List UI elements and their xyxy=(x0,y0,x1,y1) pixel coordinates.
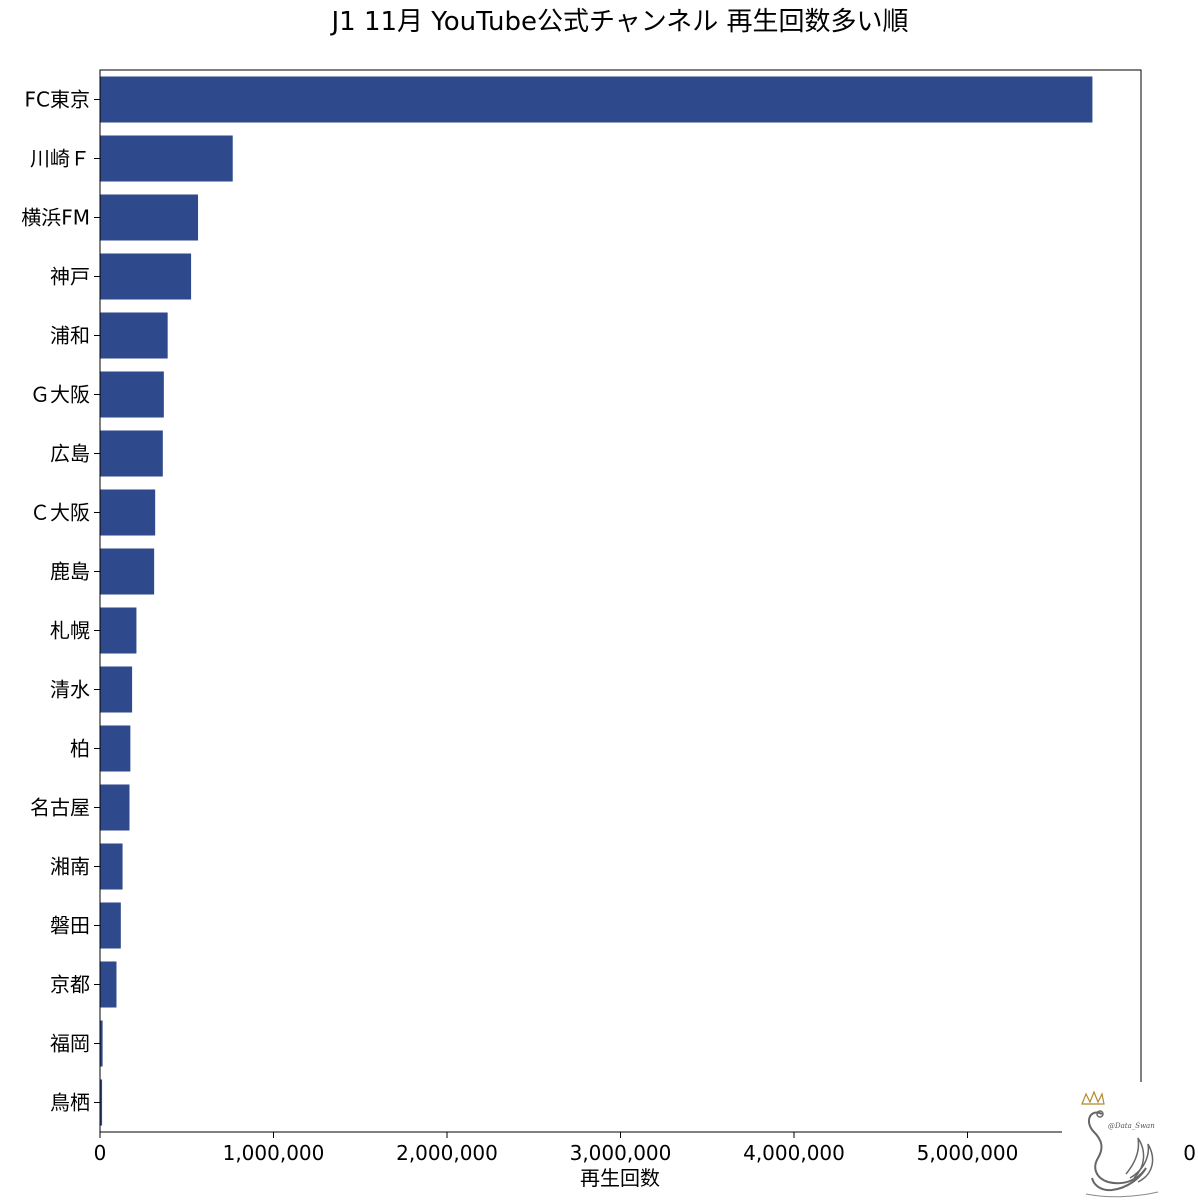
bar-17 xyxy=(100,1079,103,1126)
y-tick-label: 名古屋 xyxy=(30,796,90,820)
bar-5 xyxy=(100,371,164,418)
x-axis: 0 1,000,000 2,000,000 3,000,000 4,000,000 5,0… xyxy=(94,1132,1196,1165)
bar-3 xyxy=(100,253,192,300)
y-tick-label: 神戸 xyxy=(50,265,90,289)
x-axis-label: 再生回数 xyxy=(580,1166,660,1190)
bar-14 xyxy=(100,902,121,949)
bar-10 xyxy=(100,666,133,713)
bar-11 xyxy=(100,725,131,772)
y-tick-label: Ｃ大阪 xyxy=(30,501,90,525)
plot-frame xyxy=(99,69,1142,1133)
y-tick-label: 浦和 xyxy=(50,324,90,348)
x-tick-label: 1,000,000 xyxy=(223,1141,325,1165)
bar-8 xyxy=(100,548,155,595)
bar-13 xyxy=(100,843,123,890)
bars-layer xyxy=(100,76,1093,1126)
y-tick-label: 広島 xyxy=(50,442,90,466)
y-tick-label: 清水 xyxy=(50,678,90,702)
x-tick-label: 4,000,000 xyxy=(743,1141,845,1165)
watermark-text: @Data_Swan xyxy=(1108,1122,1155,1130)
bar-2 xyxy=(100,194,199,241)
bar-4 xyxy=(100,312,168,359)
x-tick-label: 3,000,000 xyxy=(570,1141,672,1165)
x-tick-label: 2,000,000 xyxy=(396,1141,498,1165)
y-tick-label: 柏 xyxy=(70,737,90,761)
y-tick-label: 横浜FM xyxy=(21,206,90,230)
y-tick-label: 福岡 xyxy=(50,1032,90,1056)
y-tick-label: FC東京 xyxy=(25,88,90,112)
y-tick-label: 鹿島 xyxy=(50,560,90,584)
bar-16 xyxy=(100,1020,103,1067)
y-tick-label: Ｇ大阪 xyxy=(30,383,90,407)
bar-12 xyxy=(100,784,130,831)
x-tick-label: 5,000,000 xyxy=(917,1141,1019,1165)
y-tick-label: 川崎Ｆ xyxy=(30,147,90,171)
chart-title: J1 11月 YouTube公式チャンネル 再生回数多い順 xyxy=(329,7,908,37)
bar-9 xyxy=(100,607,137,654)
bar-1 xyxy=(100,135,233,182)
bar-6 xyxy=(100,430,163,477)
y-tick-label: 鳥栖 xyxy=(50,1091,90,1115)
swan-logo-icon xyxy=(1081,1090,1159,1198)
bar-7 xyxy=(100,489,156,536)
y-tick-label: 磐田 xyxy=(50,914,90,938)
bar-0 xyxy=(100,76,1093,123)
watermark: @Data_Swan xyxy=(1062,1082,1182,1200)
y-tick-label: 京都 xyxy=(50,973,90,997)
y-tick-label: 湘南 xyxy=(50,855,90,879)
bar-15 xyxy=(100,961,117,1008)
x-tick-label: 0 xyxy=(94,1141,107,1165)
y-tick-label: 札幌 xyxy=(50,619,90,643)
